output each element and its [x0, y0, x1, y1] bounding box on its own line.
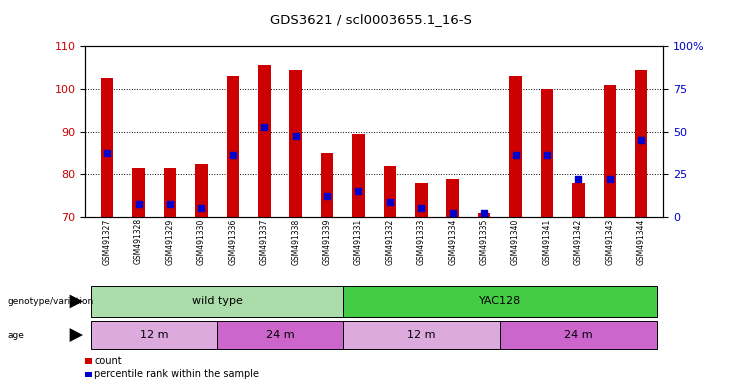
Text: 24 m: 24 m	[266, 330, 294, 340]
Text: count: count	[94, 356, 122, 366]
Point	[290, 133, 302, 139]
Point	[227, 152, 239, 158]
Point	[259, 124, 270, 130]
Text: genotype/variation: genotype/variation	[7, 297, 93, 306]
Point	[604, 175, 616, 182]
Point	[510, 152, 522, 158]
Bar	[227, 76, 239, 217]
Text: percentile rank within the sample: percentile rank within the sample	[94, 369, 259, 379]
Point	[133, 201, 144, 207]
Point	[384, 199, 396, 205]
Text: 12 m: 12 m	[407, 330, 436, 340]
Point	[635, 137, 647, 143]
Bar	[290, 70, 302, 217]
Text: age: age	[7, 331, 24, 339]
Point	[164, 201, 176, 207]
Text: GDS3621 / scl0003655.1_16-S: GDS3621 / scl0003655.1_16-S	[270, 13, 471, 26]
Text: YAC128: YAC128	[479, 296, 521, 306]
Text: wild type: wild type	[192, 296, 242, 306]
Point	[102, 150, 113, 156]
Point	[353, 188, 365, 194]
Bar	[541, 89, 554, 217]
Bar	[321, 153, 333, 217]
Bar	[133, 168, 145, 217]
Text: 12 m: 12 m	[140, 330, 168, 340]
Point	[321, 192, 333, 199]
Point	[196, 205, 207, 212]
Point	[573, 175, 585, 182]
Bar	[101, 78, 113, 217]
Bar	[415, 183, 428, 217]
Point	[541, 152, 553, 158]
Point	[478, 210, 490, 216]
Bar	[572, 183, 585, 217]
Bar	[509, 76, 522, 217]
Bar	[258, 65, 270, 217]
Bar	[478, 213, 491, 217]
Bar	[384, 166, 396, 217]
Text: 24 m: 24 m	[564, 330, 593, 340]
Bar	[352, 134, 365, 217]
Bar	[195, 164, 207, 217]
Bar	[635, 70, 648, 217]
Bar	[603, 84, 616, 217]
Bar	[164, 168, 176, 217]
Bar	[447, 179, 459, 217]
Point	[447, 210, 459, 216]
Point	[416, 205, 428, 212]
